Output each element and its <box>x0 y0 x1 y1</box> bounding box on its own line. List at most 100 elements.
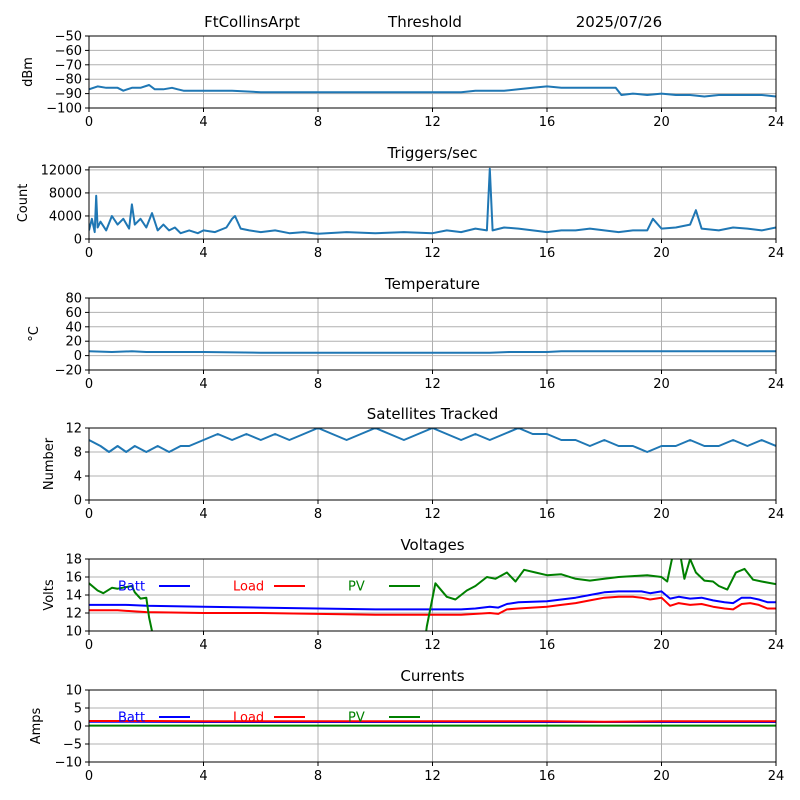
chart-title-5: Currents <box>400 667 464 685</box>
y-tick-label-1-3: 12000 <box>41 163 82 178</box>
x-tick-label-4-5: 20 <box>653 638 670 653</box>
x-tick-label-5-0: 0 <box>85 769 93 784</box>
chart-title-1: Triggers/sec <box>387 144 478 162</box>
y-tick-label-0-5: −50 <box>55 30 82 45</box>
x-tick-label-4-3: 12 <box>424 638 441 653</box>
x-tick-label-2-2: 8 <box>314 377 322 392</box>
chart-panel-4: 0 4 8 12 16 20 24 10 12 14 16 18 Voltages Volts Batt Lo… <box>42 536 784 653</box>
x-tick-label-1-1: 4 <box>199 246 207 261</box>
y-axis-label-1: Count <box>16 184 31 223</box>
chart-panel-3: 0 4 8 12 16 20 24 0 4 8 12 Satellites Tracked Number <box>42 405 784 522</box>
x-tick-label-0-0: 0 <box>85 115 93 130</box>
y-tick-label-2-5: 80 <box>65 292 82 307</box>
chart-title-4: Voltages <box>400 536 464 554</box>
series-line-4-batt <box>89 590 776 611</box>
chart-panel-5: 0 4 8 12 16 20 24 −10 −5 0 5 10 Currents Amps Batt Load… <box>29 667 784 784</box>
y-tick-label-4-1: 12 <box>65 607 82 622</box>
x-tick-label-0-1: 4 <box>199 115 207 130</box>
y-tick-label-1-1: 4000 <box>49 209 82 224</box>
x-tick-label-0-6: 24 <box>768 115 785 130</box>
y-tick-label-4-0: 10 <box>65 625 82 640</box>
y-axis-label-4: Volts <box>42 579 57 611</box>
x-tick-label-1-6: 24 <box>768 246 785 261</box>
chart-title-2: Temperature <box>384 275 480 293</box>
legend-label-4-batt: Batt <box>118 580 145 595</box>
x-tick-label-1-3: 12 <box>424 246 441 261</box>
x-tick-label-0-5: 20 <box>653 115 670 130</box>
series-line-2-0 <box>89 350 776 354</box>
x-tick-label-4-6: 24 <box>768 638 785 653</box>
x-tick-label-1-5: 20 <box>653 246 670 261</box>
legend-label-5-batt: Batt <box>118 711 145 726</box>
y-tick-label-0-1: −90 <box>55 87 82 102</box>
y-axis-label-5: Amps <box>29 707 44 744</box>
x-tick-label-3-5: 20 <box>653 507 670 522</box>
series-line-3-0 <box>89 428 776 453</box>
x-tick-label-2-0: 0 <box>85 377 93 392</box>
x-tick-label-2-5: 20 <box>653 377 670 392</box>
x-tick-label-1-0: 0 <box>85 246 93 261</box>
x-tick-label-4-0: 0 <box>85 638 93 653</box>
chart-panel-1: 0 4 8 12 16 20 24 0 4000 8000 12000 Triggers/sec Cou… <box>16 144 784 261</box>
y-tick-label-5-4: 10 <box>65 684 82 699</box>
x-tick-label-4-2: 8 <box>314 638 322 653</box>
x-tick-label-2-4: 16 <box>539 377 556 392</box>
y-tick-label-2-2: 20 <box>65 335 82 350</box>
x-tick-label-3-1: 4 <box>199 507 207 522</box>
x-tick-label-5-3: 12 <box>424 769 441 784</box>
y-tick-label-3-0: 0 <box>74 494 82 509</box>
x-tick-label-0-3: 12 <box>424 115 441 130</box>
y-tick-label-4-4: 18 <box>65 553 82 568</box>
x-tick-label-5-1: 4 <box>199 769 207 784</box>
y-tick-label-0-4: −60 <box>55 44 82 59</box>
y-tick-label-3-1: 4 <box>74 470 82 485</box>
x-tick-label-3-0: 0 <box>85 507 93 522</box>
y-tick-label-0-2: −80 <box>55 73 82 88</box>
header-station: FtCollinsArpt <box>204 13 300 31</box>
series-line-4-load <box>89 595 776 616</box>
y-axis-label-3: Number <box>42 437 57 490</box>
y-tick-label-2-3: 40 <box>65 320 82 335</box>
header-date: 2025/07/26 <box>576 13 662 31</box>
x-tick-label-5-2: 8 <box>314 769 322 784</box>
y-tick-label-4-3: 16 <box>65 571 82 586</box>
x-tick-label-1-4: 16 <box>539 246 556 261</box>
legend-label-4-pv: PV <box>348 580 365 595</box>
y-axis-label-2: °C <box>27 326 42 342</box>
x-tick-label-2-1: 4 <box>199 377 207 392</box>
x-tick-label-5-5: 20 <box>653 769 670 784</box>
legend-label-5-load: Load <box>233 711 264 726</box>
series-line-5-load <box>89 720 776 723</box>
series-line-4-pv <box>89 559 776 631</box>
y-tick-label-0-0: −100 <box>46 102 82 117</box>
y-tick-label-2-0: −20 <box>55 364 82 379</box>
y-tick-label-5-1: −5 <box>63 738 82 753</box>
x-tick-label-4-4: 16 <box>539 638 556 653</box>
legend-label-5-pv: PV <box>348 711 365 726</box>
x-tick-label-4-1: 4 <box>199 638 207 653</box>
y-tick-label-5-3: 5 <box>74 702 82 717</box>
series-line-0-0 <box>89 84 776 98</box>
y-axis-label-0: dBm <box>21 57 36 87</box>
y-tick-label-1-0: 0 <box>74 233 82 248</box>
legend-label-4-load: Load <box>233 580 264 595</box>
x-tick-label-0-2: 8 <box>314 115 322 130</box>
y-tick-label-3-2: 8 <box>74 446 82 461</box>
y-tick-label-3-3: 12 <box>65 422 82 437</box>
y-tick-label-2-4: 60 <box>65 306 82 321</box>
chart-panel-0: 0 4 8 12 16 20 24 −100−90−80−70−60−50 dBm <box>21 30 784 131</box>
x-tick-label-0-4: 16 <box>539 115 556 130</box>
x-tick-label-1-2: 8 <box>314 246 322 261</box>
x-tick-label-2-3: 12 <box>424 377 441 392</box>
y-tick-label-5-2: 0 <box>74 720 82 735</box>
y-tick-label-1-2: 8000 <box>49 186 82 201</box>
series-line-1-0 <box>89 167 776 235</box>
x-tick-label-3-2: 8 <box>314 507 322 522</box>
x-tick-label-2-6: 24 <box>768 377 785 392</box>
y-tick-label-2-1: 0 <box>74 349 82 364</box>
chart-title-3: Satellites Tracked <box>367 405 498 423</box>
